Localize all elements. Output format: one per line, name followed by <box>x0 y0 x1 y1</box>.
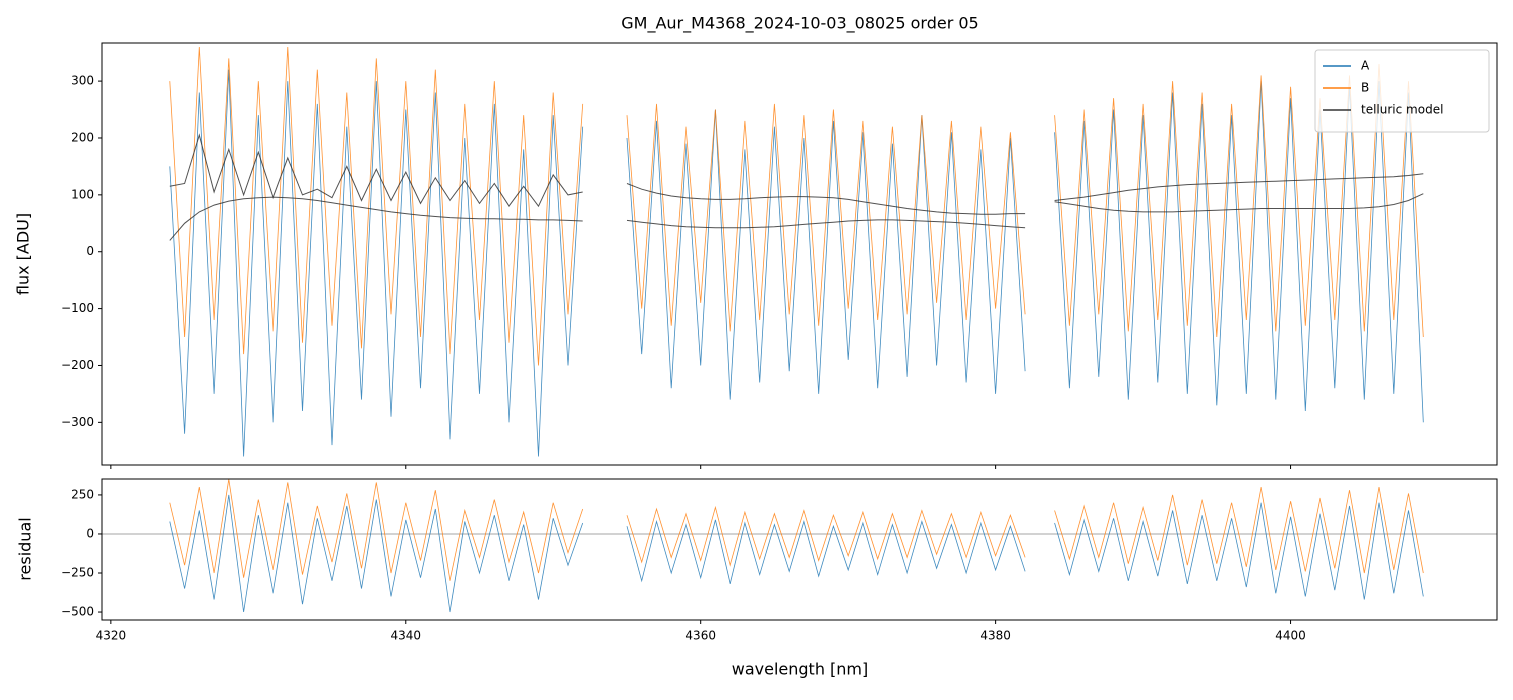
series-line <box>169 494 1424 613</box>
legend-box <box>1314 49 1490 133</box>
y-tick-label: −250 <box>61 566 94 580</box>
y-axis-label: flux [ADU] <box>14 213 33 295</box>
y-tick-label: −300 <box>61 415 94 429</box>
legend-label: telluric model <box>1361 103 1443 117</box>
y-tick-label: −100 <box>61 301 94 315</box>
x-tick-label: 4380 <box>980 629 1011 643</box>
y-tick-label: 100 <box>71 187 94 201</box>
x-tick-label: 4320 <box>96 629 127 643</box>
y-tick-label: 300 <box>71 74 94 88</box>
x-axis-label: wavelength [nm] <box>732 660 869 679</box>
y-tick-label: −500 <box>61 605 94 619</box>
x-tick-label: 4340 <box>391 629 422 643</box>
y-tick-label: 0 <box>86 526 94 540</box>
series-line <box>169 69 1424 457</box>
x-tick-label: 4360 <box>685 629 716 643</box>
legend-label: A <box>1361 59 1370 73</box>
series-line <box>169 479 1424 581</box>
y-tick-label: 0 <box>86 244 94 258</box>
axes-frame <box>101 42 1498 466</box>
axes-frame <box>101 478 1498 621</box>
y-tick-label: 200 <box>71 130 94 144</box>
series-line <box>169 133 1424 215</box>
legend-label: B <box>1361 81 1369 95</box>
chart-title: GM_Aur_M4368_2024-10-03_08025 order 05 <box>621 14 978 34</box>
x-tick-label: 4400 <box>1275 629 1306 643</box>
series-line <box>169 46 1424 366</box>
plot-area <box>102 479 1497 613</box>
y-axis-label: residual <box>16 517 35 580</box>
y-tick-label: −200 <box>61 358 94 372</box>
y-tick-label: 250 <box>71 487 94 501</box>
series-line <box>169 193 1424 241</box>
plot-area <box>169 46 1424 457</box>
